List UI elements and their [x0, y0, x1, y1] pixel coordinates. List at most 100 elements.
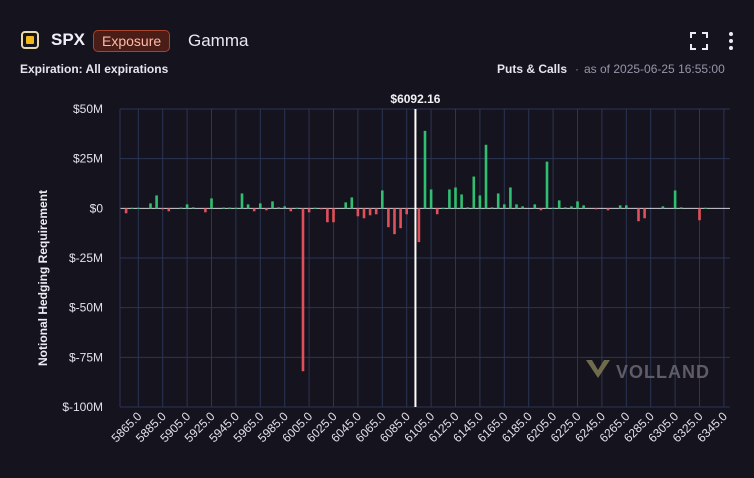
bar-positive[interactable]	[551, 207, 555, 209]
bar-positive[interactable]	[149, 203, 152, 209]
y-tick-label: $-50M	[69, 301, 103, 315]
y-axis-label: Notional Hedging Requirement	[36, 190, 50, 366]
bar-positive[interactable]	[448, 189, 451, 209]
bar-negative[interactable]	[399, 208, 402, 229]
bar-negative[interactable]	[698, 208, 701, 221]
bar-positive[interactable]	[179, 207, 183, 209]
bar-positive[interactable]	[545, 161, 549, 209]
bar-positive[interactable]	[618, 205, 622, 209]
bar-positive[interactable]	[240, 193, 244, 209]
y-tick-label: $0	[90, 201, 104, 215]
bar-positive[interactable]	[509, 187, 512, 209]
bar-positive[interactable]	[155, 195, 158, 209]
bar-positive[interactable]	[673, 190, 677, 209]
bars	[124, 130, 707, 372]
bar-positive[interactable]	[271, 201, 274, 209]
bar-positive[interactable]	[423, 130, 427, 209]
bar-positive[interactable]	[582, 205, 585, 209]
bar-negative[interactable]	[252, 208, 256, 212]
bar-negative[interactable]	[643, 208, 646, 219]
bar-positive[interactable]	[490, 207, 494, 209]
gamma-tab[interactable]: Gamma	[188, 31, 249, 50]
bar-negative[interactable]	[606, 208, 610, 211]
bar-positive[interactable]	[313, 207, 317, 209]
bar-positive[interactable]	[228, 207, 232, 209]
bar-negative[interactable]	[387, 208, 390, 228]
bar-negative[interactable]	[204, 208, 207, 213]
bar-positive[interactable]	[350, 197, 354, 209]
bar-negative[interactable]	[301, 208, 305, 372]
symbol-label[interactable]: SPX	[51, 30, 86, 49]
bar-negative[interactable]	[417, 208, 421, 243]
bar-positive[interactable]	[625, 205, 628, 209]
y-tick-label: $25M	[73, 152, 103, 166]
bar-positive[interactable]	[381, 190, 384, 209]
bar-negative[interactable]	[289, 208, 293, 212]
bar-positive[interactable]	[564, 207, 567, 209]
bar-negative[interactable]	[362, 208, 366, 219]
bar-positive[interactable]	[496, 193, 500, 209]
bar-positive[interactable]	[576, 201, 579, 209]
bar-positive[interactable]	[429, 189, 433, 209]
bar-positive[interactable]	[466, 207, 469, 209]
bar-positive[interactable]	[259, 203, 262, 209]
bar-negative[interactable]	[265, 208, 268, 211]
bar-positive[interactable]	[704, 207, 707, 209]
bar-positive[interactable]	[570, 206, 573, 209]
bar-positive[interactable]	[533, 204, 537, 209]
bar-negative[interactable]	[326, 208, 329, 223]
bar-positive[interactable]	[344, 202, 347, 209]
bar-positive[interactable]	[137, 207, 140, 209]
bar-negative[interactable]	[393, 208, 396, 235]
bar-negative[interactable]	[374, 208, 378, 215]
bar-positive[interactable]	[283, 206, 286, 209]
exposure-tag[interactable]: Exposure	[93, 30, 171, 52]
bar-positive[interactable]	[460, 194, 463, 209]
fullscreen-icon[interactable]	[690, 32, 708, 50]
bar-positive[interactable]	[661, 206, 665, 209]
bar-negative[interactable]	[368, 208, 372, 216]
bar-positive[interactable]	[503, 204, 506, 209]
bar-negative[interactable]	[167, 208, 171, 212]
bar-positive[interactable]	[515, 204, 518, 209]
bar-negative[interactable]	[637, 208, 640, 222]
bar-positive[interactable]	[222, 207, 225, 209]
bar-positive[interactable]	[210, 198, 213, 209]
bar-positive[interactable]	[191, 207, 195, 209]
y-tick-label: $50M	[73, 102, 103, 116]
x-axis: 5865.05885.05905.05925.05945.05965.05985…	[109, 409, 731, 445]
as-of-timestamp: as of 2025-06-25 16:55:00	[584, 62, 725, 76]
bar-positive[interactable]	[130, 207, 134, 209]
y-tick-label: $-100M	[62, 400, 103, 414]
expiration-filter[interactable]: Expiration: All expirations	[20, 62, 169, 76]
bar-positive[interactable]	[234, 207, 238, 209]
bar-negative[interactable]	[539, 208, 543, 211]
puts-calls-filter[interactable]: Puts & Calls	[497, 62, 568, 76]
more-vertical-icon[interactable]	[724, 31, 738, 51]
bar-positive[interactable]	[295, 207, 299, 209]
spot-price-label: $6092.16	[390, 92, 440, 106]
bar-negative[interactable]	[332, 208, 335, 223]
bar-positive[interactable]	[277, 207, 280, 209]
bar-positive[interactable]	[442, 207, 445, 209]
bar-positive[interactable]	[478, 195, 482, 209]
bar-positive[interactable]	[185, 204, 189, 209]
bar-negative[interactable]	[594, 208, 598, 210]
bar-positive[interactable]	[246, 204, 250, 209]
bar-negative[interactable]	[405, 208, 408, 215]
gamma-exposure-chart: VOLLAND $6092.16 $50M $25M $0 $-25M $-50M $-7…	[36, 92, 731, 445]
bar-positive[interactable]	[484, 144, 488, 209]
bar-negative[interactable]	[356, 208, 360, 217]
bar-negative[interactable]	[435, 208, 439, 215]
bar-negative[interactable]	[124, 208, 128, 214]
separator-dot: ·	[575, 62, 579, 76]
bar-positive[interactable]	[472, 176, 476, 209]
bar-positive[interactable]	[521, 206, 524, 209]
bar-positive[interactable]	[557, 200, 561, 209]
bar-negative[interactable]	[307, 208, 311, 213]
bar-positive[interactable]	[454, 187, 457, 209]
bar-positive[interactable]	[679, 207, 683, 209]
bar-negative[interactable]	[320, 208, 323, 210]
symbol-square-icon	[21, 31, 39, 49]
bar-negative[interactable]	[161, 208, 164, 210]
